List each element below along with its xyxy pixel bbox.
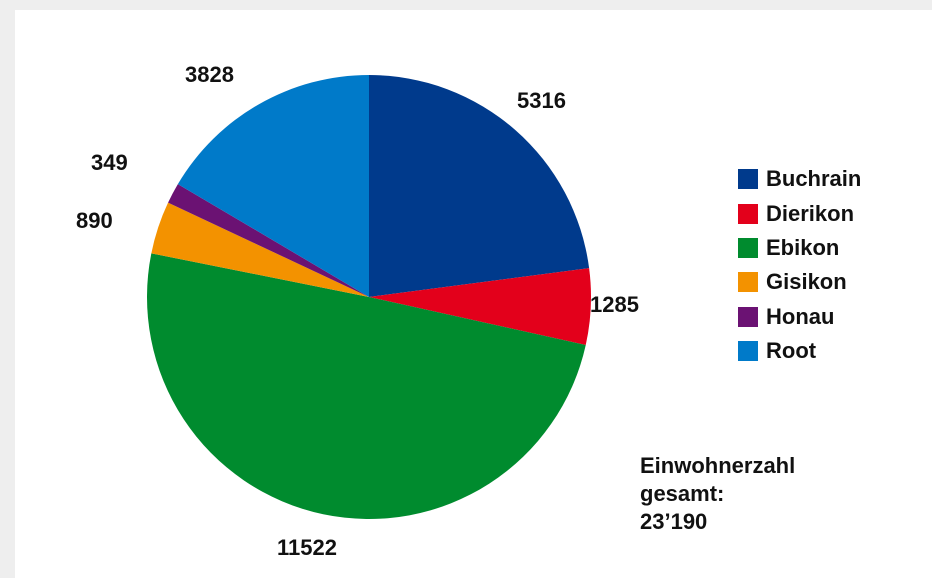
legend-label: Dierikon [766, 200, 855, 226]
pie-slice-dierikon [369, 268, 592, 345]
legend-swatch [738, 306, 758, 327]
legend-item-gisikon: Gisikon [738, 265, 861, 299]
legend-item-dierikon: Dierikon [738, 196, 861, 230]
legend-label: Root [766, 338, 817, 364]
legend-label: Gisikon [766, 269, 847, 295]
legend-label: Ebikon [766, 234, 840, 260]
total-population-box: Einwohnerzahl gesamt: 23’190 [622, 435, 920, 578]
data-label-gisikon: 890 [76, 208, 113, 233]
data-label-ebikon: 11522 [277, 535, 337, 560]
total-line-2: gesamt: [640, 481, 725, 506]
legend-swatch [738, 341, 758, 362]
pie-slice-honau [168, 184, 369, 297]
legend-item-buchrain: Buchrain [738, 162, 861, 196]
legend-item-root: Root [738, 334, 861, 368]
legend-item-ebikon: Ebikon [738, 231, 861, 265]
total-line-1: Einwohnerzahl [640, 453, 796, 478]
legend-swatch [738, 169, 758, 190]
pie-slice-ebikon [146, 253, 586, 520]
data-label-root: 3828 [185, 62, 234, 87]
pie-slice-gisikon [151, 202, 369, 297]
legend-swatch [738, 272, 758, 293]
data-label-honau: 349 [91, 150, 128, 175]
pie-slice-buchrain [369, 75, 590, 297]
legend-item-honau: Honau [738, 300, 861, 334]
legend-swatch [738, 237, 758, 258]
total-line-3: 23’190 [640, 509, 708, 534]
pie-slice-root [177, 74, 369, 297]
data-label-dierikon: 1285 [590, 292, 639, 317]
legend-swatch [738, 203, 758, 224]
legend: Buchrain Dierikon Ebikon Gisikon Honau Root [738, 162, 861, 368]
legend-label: Buchrain [766, 166, 862, 192]
data-label-buchrain: 5316 [517, 88, 566, 113]
legend-label: Honau [766, 303, 835, 329]
